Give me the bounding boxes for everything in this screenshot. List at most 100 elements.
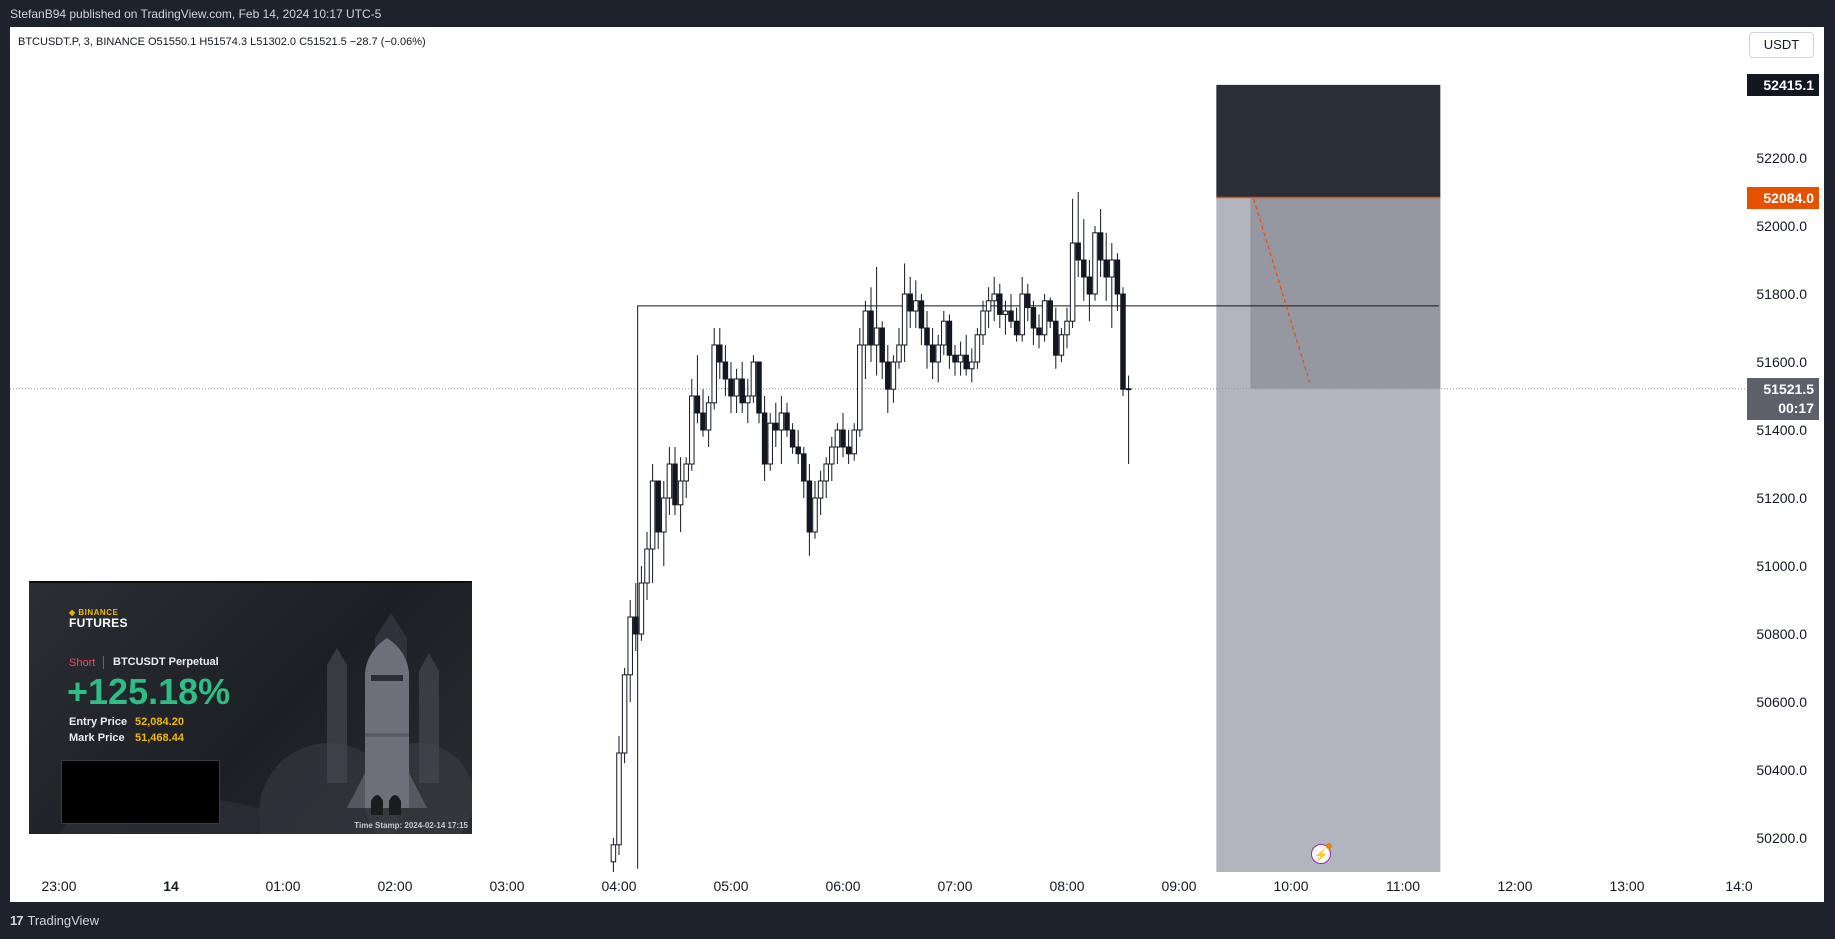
candle-body bbox=[745, 395, 751, 404]
candle-body bbox=[610, 844, 617, 863]
candle-body bbox=[840, 429, 846, 448]
x-axis-tick: 02:00 bbox=[377, 878, 412, 894]
currency-unit-button[interactable]: USDT bbox=[1749, 32, 1814, 58]
candle-body bbox=[1030, 307, 1037, 329]
entry-price-value: 52,084.20 bbox=[135, 716, 184, 728]
y-axis-tick: 51200.0 bbox=[1756, 490, 1807, 506]
candle-body bbox=[767, 422, 773, 465]
candle-body bbox=[1025, 293, 1031, 309]
last-price-value: 51521.5 bbox=[1763, 381, 1814, 397]
x-axis-tick: 13:00 bbox=[1609, 878, 1644, 894]
candle-body bbox=[689, 395, 695, 465]
candle-body bbox=[1058, 334, 1065, 356]
y-axis-tick: 50200.0 bbox=[1756, 830, 1807, 846]
candle-body bbox=[918, 300, 925, 329]
footer-bar: 17 TradingView bbox=[0, 902, 1835, 939]
candle-body bbox=[666, 463, 673, 499]
candle-body bbox=[862, 310, 869, 346]
candle-body bbox=[901, 293, 908, 346]
candle-body bbox=[1008, 310, 1014, 322]
candle-body bbox=[1114, 259, 1121, 295]
candle-body bbox=[728, 378, 734, 397]
tradingview-brand[interactable]: 17 TradingView bbox=[10, 913, 99, 928]
candle-body bbox=[1109, 259, 1115, 278]
candle-body bbox=[974, 334, 981, 363]
candle-body bbox=[773, 422, 779, 431]
candle-body bbox=[638, 582, 645, 635]
x-axis-tick: 01:00 bbox=[265, 878, 300, 894]
y-axis-tick: 52200.0 bbox=[1756, 150, 1807, 166]
candle-body bbox=[677, 480, 684, 506]
y-axis-tick: 51800.0 bbox=[1756, 286, 1807, 302]
y-axis-tick: 50400.0 bbox=[1756, 762, 1807, 778]
candle-body bbox=[907, 293, 913, 312]
y-axis-tick: 51000.0 bbox=[1756, 558, 1807, 574]
x-axis-tick: 04:00 bbox=[601, 878, 636, 894]
candle-body bbox=[1053, 320, 1059, 356]
candle-body bbox=[812, 497, 818, 533]
candle-body bbox=[750, 361, 757, 397]
candle-body bbox=[1081, 259, 1087, 278]
candle-body bbox=[1097, 232, 1104, 261]
candle-body bbox=[672, 463, 678, 506]
candle-body bbox=[829, 446, 835, 465]
x-axis-tick: 03:00 bbox=[489, 878, 524, 894]
candle-body bbox=[969, 361, 975, 370]
candle-body bbox=[700, 412, 706, 431]
stop-price-tag: 52415.1 bbox=[1747, 74, 1819, 96]
qr-code-box bbox=[61, 760, 220, 824]
x-axis-tick: 10:00 bbox=[1273, 878, 1308, 894]
candle-body bbox=[957, 354, 964, 363]
x-axis-tick: 06:00 bbox=[825, 878, 860, 894]
candle-body bbox=[661, 497, 667, 533]
x-axis-tick: 23:00 bbox=[41, 878, 76, 894]
candle-body bbox=[1047, 300, 1053, 322]
y-axis-tick: 52000.0 bbox=[1756, 218, 1807, 234]
mark-price-label: Mark Price bbox=[69, 732, 125, 744]
candle-body bbox=[1019, 293, 1025, 336]
candle-body bbox=[997, 293, 1003, 315]
candle-body bbox=[784, 412, 790, 431]
candle-body bbox=[649, 480, 656, 550]
candle-body bbox=[952, 354, 958, 363]
candle-body bbox=[823, 463, 829, 482]
candle-body bbox=[924, 327, 930, 346]
candle-body bbox=[991, 293, 997, 302]
candle-body bbox=[834, 429, 841, 448]
binance-pnl-card: ◈ BINANCE FUTURES Short BTCUSDT Perpetua… bbox=[29, 581, 472, 834]
candle-body bbox=[963, 354, 969, 370]
x-axis-tick: 07:00 bbox=[937, 878, 972, 894]
candle-body bbox=[980, 310, 986, 336]
candle-body bbox=[627, 616, 633, 676]
y-axis-tick: 51600.0 bbox=[1756, 354, 1807, 370]
candle-body bbox=[929, 344, 936, 363]
stop-loss-zone bbox=[1216, 84, 1441, 198]
binance-logo-futures: FUTURES bbox=[69, 616, 128, 630]
candle-body bbox=[1075, 242, 1081, 261]
candle-body bbox=[739, 378, 745, 404]
contract-symbol: BTCUSDT Perpetual bbox=[113, 656, 219, 668]
candle-body bbox=[873, 327, 880, 346]
x-axis-tick: 14 bbox=[163, 878, 179, 894]
x-axis-tick: 05:00 bbox=[713, 878, 748, 894]
candle-body bbox=[655, 480, 661, 533]
candle-body bbox=[621, 674, 628, 754]
candle-body bbox=[946, 320, 953, 356]
bar-countdown: 00:17 bbox=[1778, 400, 1814, 416]
candle-body bbox=[868, 310, 874, 346]
candle-body bbox=[1092, 232, 1098, 295]
candle-body bbox=[845, 446, 852, 455]
candle-body bbox=[1125, 388, 1132, 391]
lightning-icon[interactable]: ⚡ bbox=[1311, 843, 1332, 864]
candle-body bbox=[896, 344, 902, 363]
time-stamp: Time Stamp: 2024-02-14 17:15 bbox=[354, 821, 468, 830]
candle-body bbox=[711, 344, 717, 404]
candle-body bbox=[722, 361, 729, 380]
publish-line: StefanB94 published on TradingView.com, … bbox=[10, 7, 382, 21]
candle-body bbox=[694, 395, 701, 414]
entry-price-tag: 52084.0 bbox=[1747, 187, 1819, 209]
mark-price-value: 51,468.44 bbox=[135, 732, 184, 744]
candle-body bbox=[985, 300, 992, 312]
candle-body bbox=[817, 480, 824, 499]
